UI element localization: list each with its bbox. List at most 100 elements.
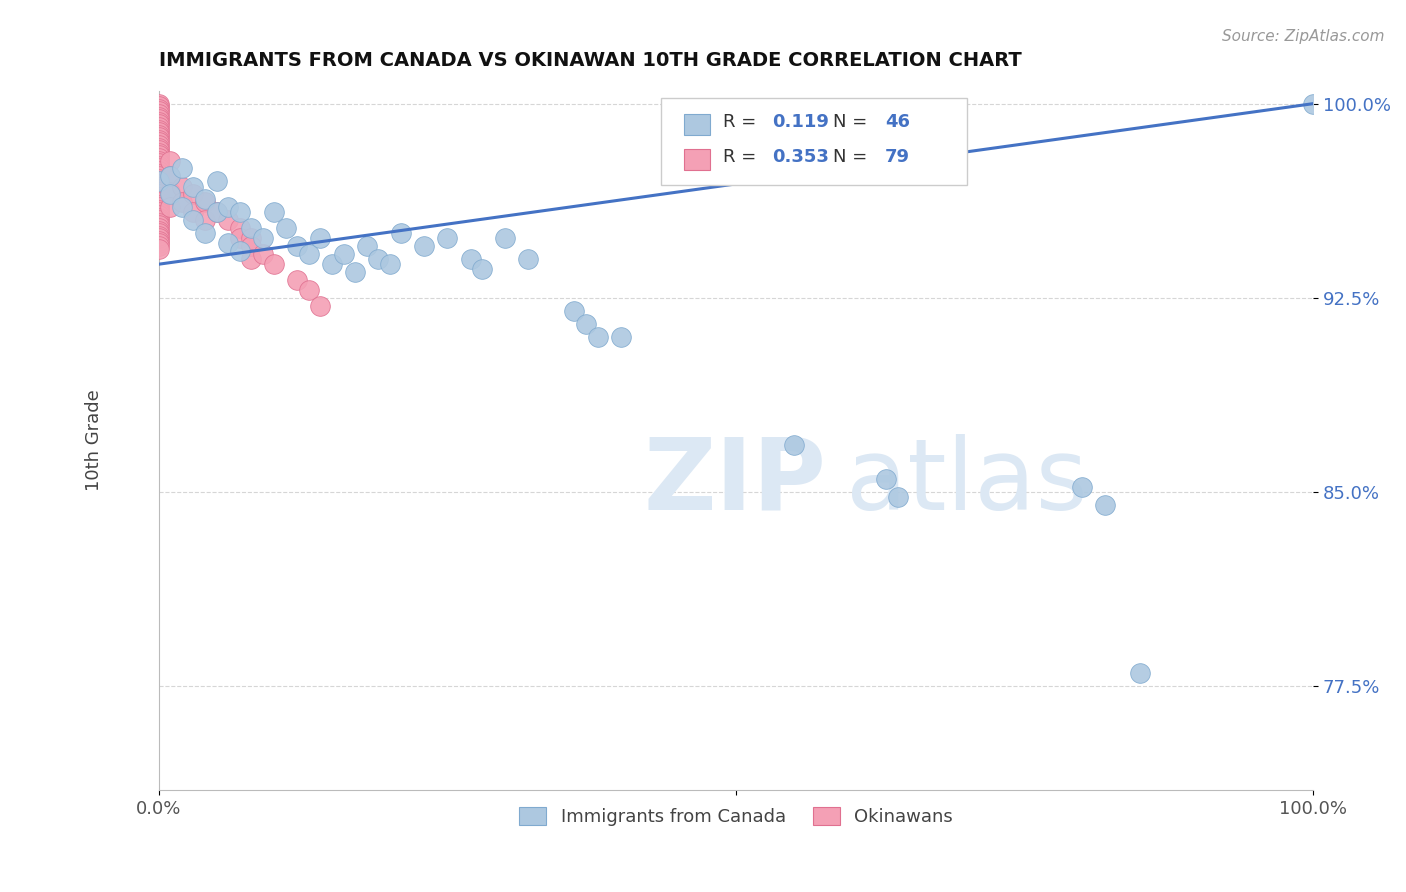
Point: [148, 136, 170, 150]
Point: [148, 167, 170, 181]
Point: [471, 262, 494, 277]
Point: [148, 211, 170, 225]
Point: [159, 187, 181, 202]
Point: [148, 96, 170, 111]
Text: ZIP: ZIP: [644, 434, 827, 531]
Point: [228, 244, 250, 259]
Point: [148, 148, 170, 162]
Point: [148, 174, 170, 188]
Point: [217, 200, 239, 214]
Point: [148, 197, 170, 211]
Bar: [685, 149, 710, 169]
Point: [148, 153, 170, 168]
Point: [367, 252, 389, 266]
Point: [148, 141, 170, 155]
Text: R =: R =: [723, 148, 762, 166]
Point: [460, 252, 482, 266]
Point: [240, 239, 263, 253]
Point: [194, 195, 217, 210]
Point: [170, 195, 193, 210]
Point: [321, 257, 343, 271]
Point: [228, 231, 250, 245]
Point: [263, 257, 285, 271]
Point: [1129, 666, 1152, 681]
Text: atlas: atlas: [846, 434, 1087, 531]
Point: [148, 193, 170, 207]
Text: 46: 46: [884, 113, 910, 131]
Point: [148, 125, 170, 139]
Point: [148, 99, 170, 113]
Point: [148, 151, 170, 165]
Point: [344, 265, 367, 279]
Point: [378, 257, 401, 271]
Point: [148, 208, 170, 222]
Point: [148, 143, 170, 157]
Point: [148, 117, 170, 131]
Text: R =: R =: [723, 113, 762, 131]
Point: [389, 226, 412, 240]
Point: [217, 236, 239, 251]
Point: [148, 177, 170, 191]
Text: 0.119: 0.119: [772, 113, 828, 131]
Point: [148, 216, 170, 230]
Point: [263, 205, 285, 219]
Point: [332, 247, 354, 261]
Point: [159, 153, 181, 168]
Legend: Immigrants from Canada, Okinawans: Immigrants from Canada, Okinawans: [512, 799, 960, 833]
Text: Source: ZipAtlas.com: Source: ZipAtlas.com: [1222, 29, 1385, 44]
Point: [217, 213, 239, 227]
Point: [148, 104, 170, 119]
Point: [252, 231, 274, 245]
Point: [148, 205, 170, 219]
Point: [274, 221, 297, 235]
Point: [170, 161, 193, 176]
Text: 79: 79: [884, 148, 910, 166]
Point: [148, 179, 170, 194]
Point: [564, 303, 586, 318]
Point: [436, 231, 458, 245]
Point: [252, 247, 274, 261]
Point: [148, 122, 170, 136]
Point: [148, 195, 170, 210]
Point: [148, 159, 170, 173]
Point: [148, 185, 170, 199]
Point: [205, 205, 228, 219]
Point: [240, 221, 263, 235]
Point: [148, 231, 170, 245]
Point: [298, 247, 321, 261]
Point: [148, 164, 170, 178]
Point: [183, 205, 205, 219]
Point: [148, 161, 170, 176]
Point: [148, 213, 170, 227]
Point: [148, 102, 170, 116]
Point: [159, 169, 181, 183]
Point: [356, 239, 378, 253]
Point: [148, 190, 170, 204]
Point: [148, 174, 170, 188]
Point: [148, 187, 170, 202]
Point: [159, 185, 181, 199]
Point: [1071, 480, 1094, 494]
Point: [148, 223, 170, 237]
Point: [194, 193, 217, 207]
Point: [609, 329, 631, 343]
Point: [148, 234, 170, 248]
Point: [148, 219, 170, 233]
Point: [148, 156, 170, 170]
Point: [148, 228, 170, 243]
Point: [148, 112, 170, 127]
Point: [194, 213, 217, 227]
Point: [205, 205, 228, 219]
Text: IMMIGRANTS FROM CANADA VS OKINAWAN 10TH GRADE CORRELATION CHART: IMMIGRANTS FROM CANADA VS OKINAWAN 10TH …: [159, 51, 1022, 70]
Point: [183, 179, 205, 194]
Point: [494, 231, 516, 245]
Point: [309, 231, 332, 245]
Point: [1094, 498, 1116, 512]
Point: [148, 114, 170, 128]
Point: [148, 221, 170, 235]
Point: [287, 273, 309, 287]
Point: [159, 169, 181, 183]
Point: [148, 182, 170, 196]
Text: N =: N =: [832, 148, 873, 166]
Point: [413, 239, 436, 253]
